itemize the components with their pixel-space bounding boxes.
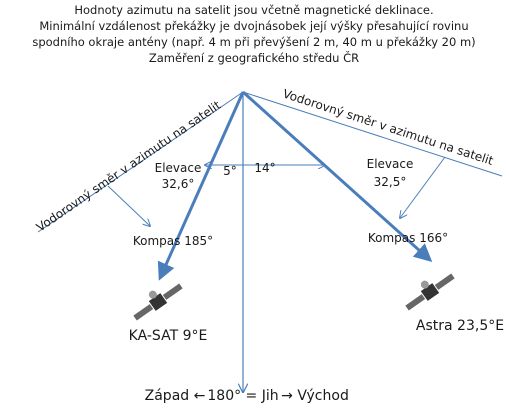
compass: Kompas 166° [368,231,448,245]
diagram: Hodnoty azimutu na satelit jsou včetně m… [0,0,509,410]
direction: Západ ← [145,388,206,404]
elevation: 32,6° [162,177,195,191]
direction: 180° = Jih [207,388,278,404]
direction: → Východ [281,388,349,404]
elevation: 32,5° [374,175,407,189]
satellite-name: KA-SAT 9°E [129,328,208,344]
header-line: Minimální vzdálenost překážky je dvojnás… [39,19,468,33]
header-line: spodního okraje antény (např. 4 m při př… [32,35,475,49]
compass: Kompas 185° [133,234,213,248]
header-line: Zaměření z geografického středu ČR [149,50,359,65]
elevation-label: Elevace [367,157,414,171]
angle: 14° [254,161,275,175]
elevation-label: Elevace [155,161,202,175]
satellite-name: Astra 23,5°E [416,318,504,334]
header-line: Hodnoty azimutu na satelit jsou včetně m… [74,3,433,17]
angle: 5° [223,164,237,178]
satellite-icon [400,265,457,313]
satellite-icon [128,275,185,323]
